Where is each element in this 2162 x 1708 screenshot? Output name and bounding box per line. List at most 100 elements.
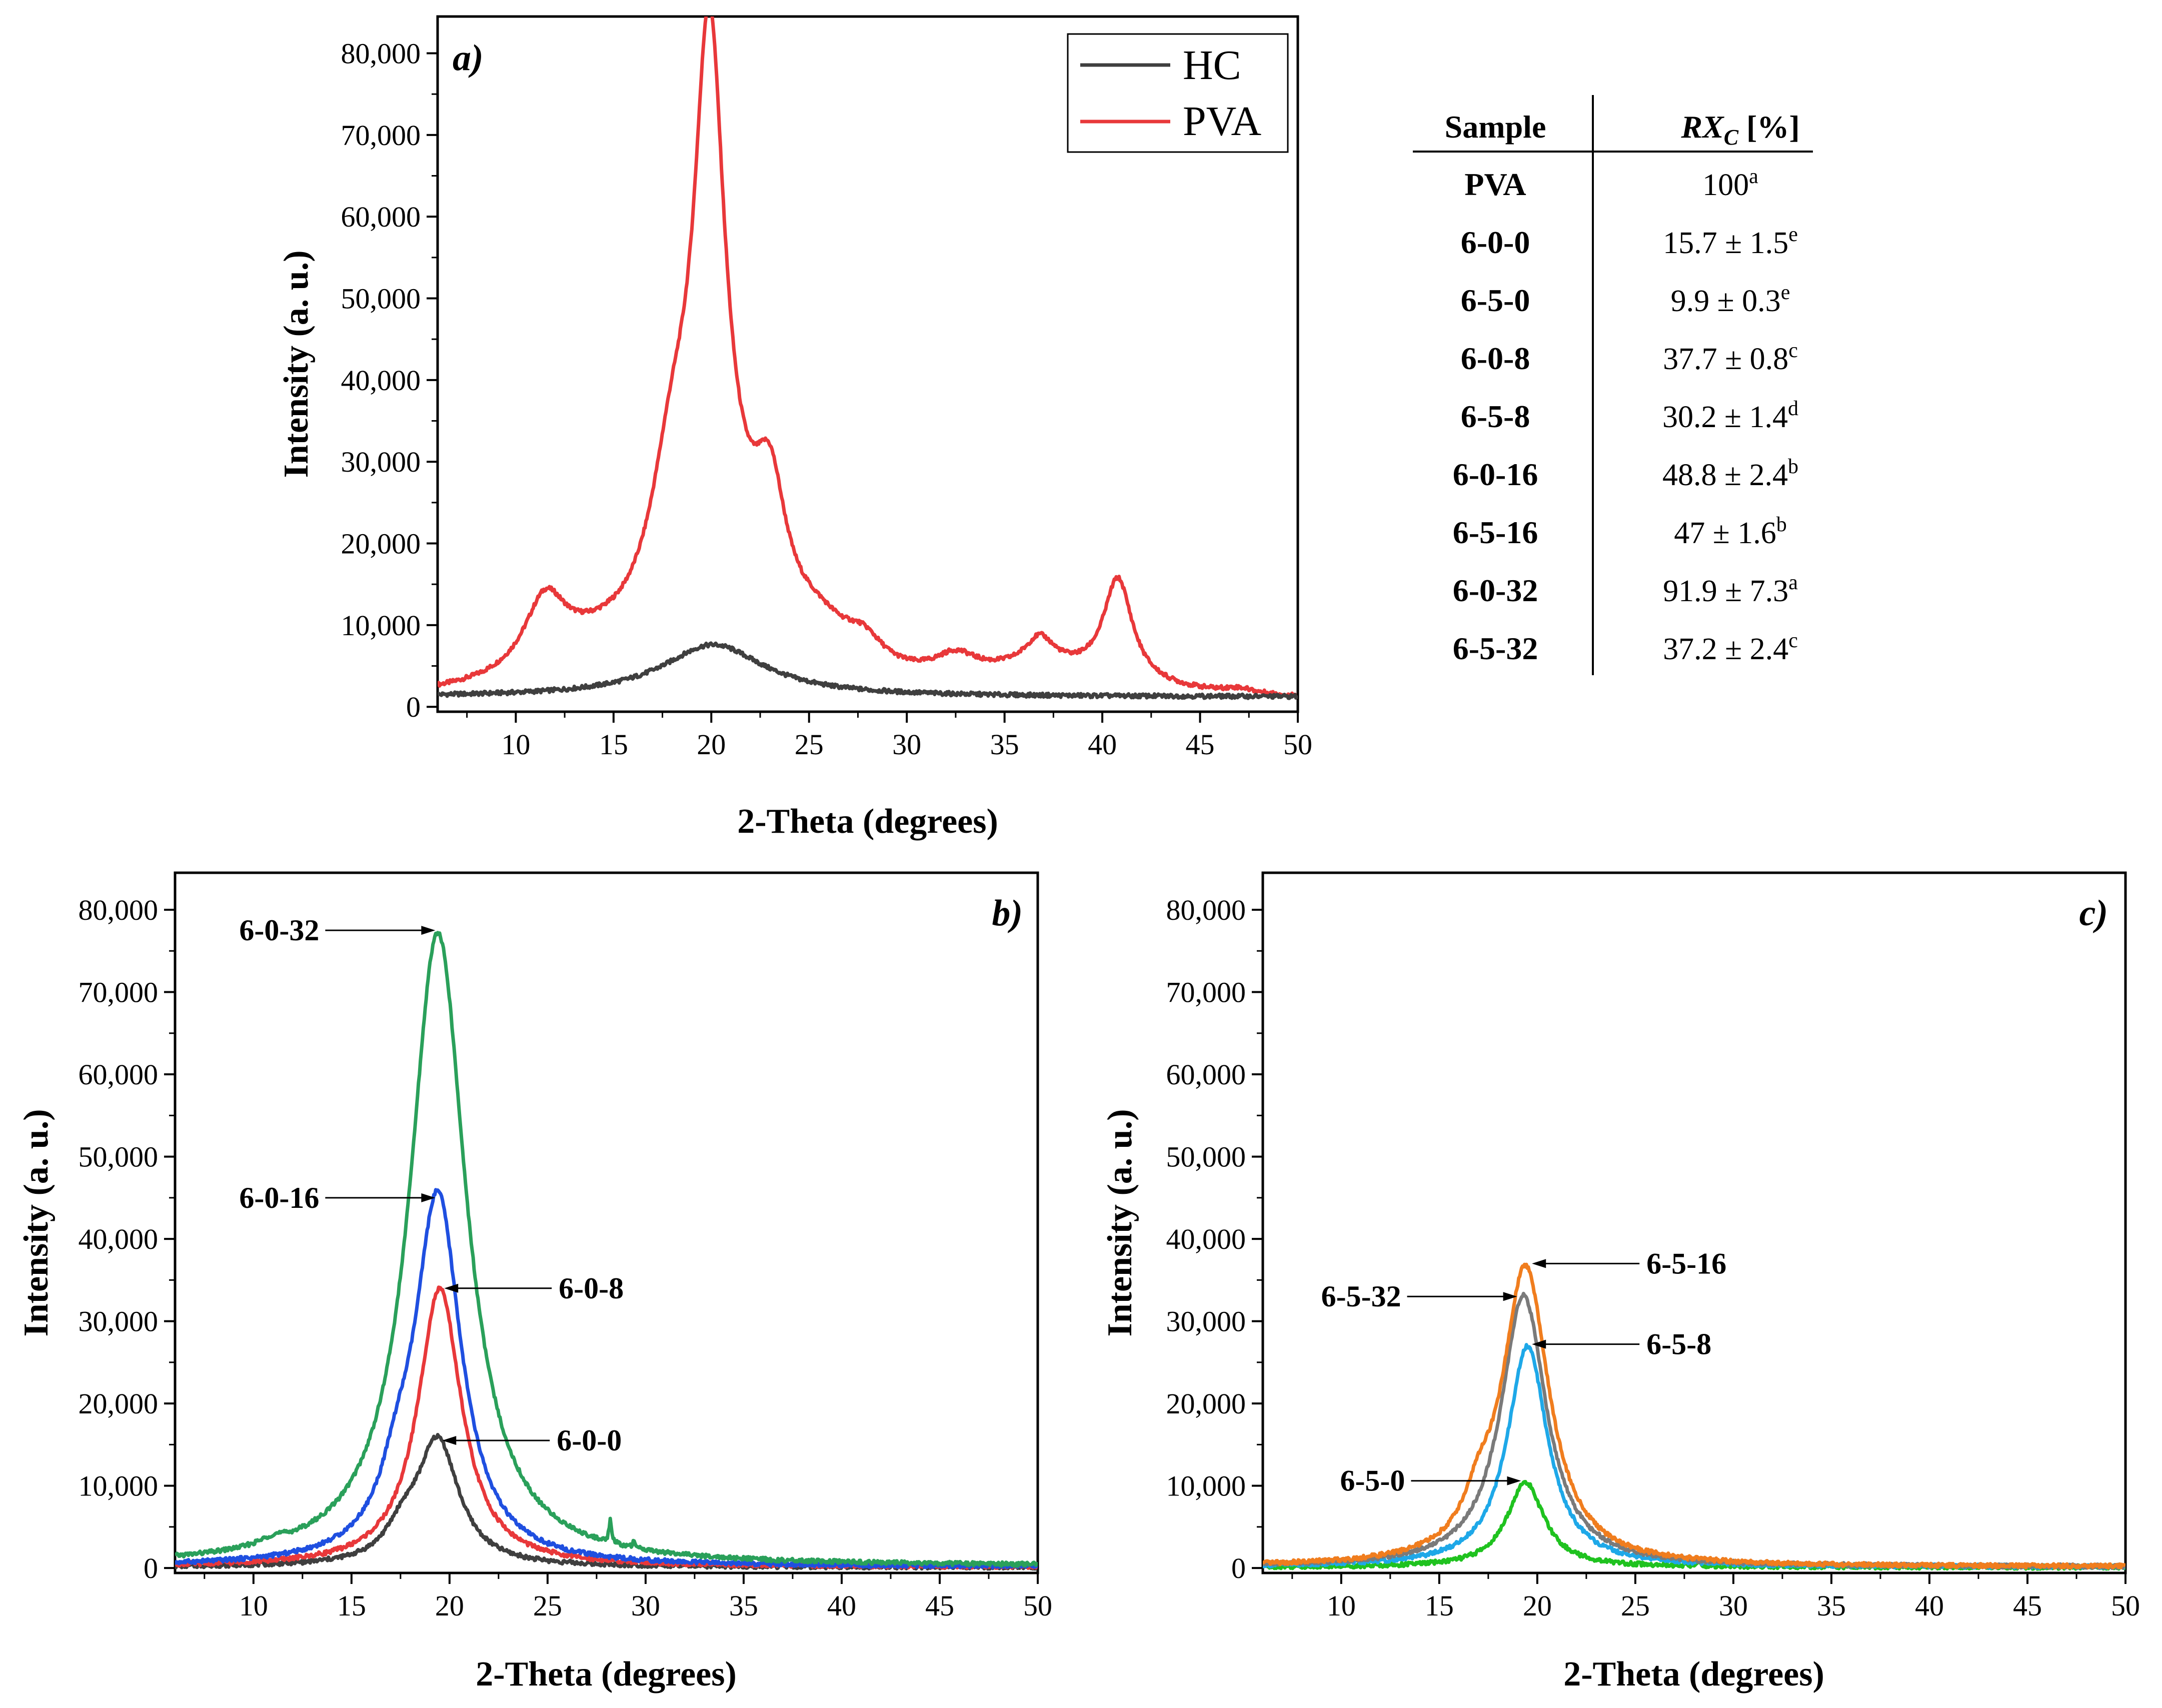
panel-a-ticks: 10 15 20 25 30 35 40 45 50 0 10,000 20,000 30,000 40,… [341, 38, 1313, 761]
y-tick-label: 10,000 [1166, 1470, 1246, 1502]
table-value-number: 37.2 ± 2.4 [1663, 632, 1788, 666]
table-value-number: 30.2 ± 1.4 [1662, 400, 1788, 434]
panel-b-ticks: 10 15 20 25 30 35 40 45 50 0 10,000 20,000 30,000 40,… [79, 894, 1053, 1622]
table-header-unit: [%] [1746, 109, 1800, 145]
annotation-label-6-5-0: 6-5-0 [1340, 1464, 1405, 1497]
table-value-letter: d [1788, 397, 1798, 420]
x-tick-label: 45 [925, 1589, 954, 1622]
x-tick-label: 50 [2111, 1589, 2140, 1622]
table-value-number: 37.7 ± 0.8 [1663, 342, 1788, 376]
x-tick-label: 20 [435, 1589, 464, 1622]
panel-b-x-axis-title: 2-Theta (degrees) [476, 1655, 737, 1693]
table-value-number: 9.9 ± 0.3 [1671, 284, 1781, 318]
y-tick-label: 0 [406, 691, 421, 723]
table-cell-sample: 6-0-16 [1453, 457, 1538, 492]
y-tick-label: 40,000 [1166, 1223, 1246, 1255]
x-tick-label: 15 [599, 728, 628, 761]
panel-c-x-axis-title: 2-Theta (degrees) [1563, 1655, 1824, 1693]
table-value-number: 100 [1702, 168, 1749, 202]
x-tick-label: 35 [729, 1589, 758, 1622]
panel-b-series [175, 931, 1038, 1571]
x-tick-label: 20 [697, 728, 726, 761]
x-tick-label: 35 [990, 728, 1019, 761]
table-cell-value: 48.8 ± 2.4b [1662, 455, 1798, 492]
table-value-number: 47 ± 1.6 [1674, 516, 1776, 550]
table-value-letter: a [1788, 571, 1798, 594]
table-header-rxc: RXC [%] [1680, 109, 1799, 150]
x-tick-label: 25 [795, 728, 824, 761]
annotation-label-6-5-8: 6-5-8 [1646, 1328, 1711, 1361]
table-cell-value: 37.2 ± 2.4c [1663, 629, 1798, 666]
panel-a-x-axis-title: 2-Theta (degrees) [737, 802, 998, 841]
y-tick-label: 0 [1231, 1552, 1246, 1584]
y-tick-label: 10,000 [341, 609, 421, 642]
x-tick-label: 25 [1621, 1589, 1650, 1622]
x-tick-label: 45 [2013, 1589, 2042, 1622]
panel-a-y-axis-title: Intensity (a. u.) [277, 250, 316, 478]
x-tick-label: 25 [533, 1589, 562, 1622]
table-cell-sample: 6-0-8 [1461, 341, 1530, 376]
annotation-label-6-0-8: 6-0-8 [559, 1272, 624, 1305]
annotation-arrow-head [1507, 1476, 1521, 1485]
legend-box [1067, 33, 1289, 153]
table-cell-value: 100a [1702, 165, 1758, 202]
y-tick-label: 70,000 [79, 976, 159, 1009]
table-cell-value: 37.7 ± 0.8c [1663, 339, 1798, 376]
y-tick-label: 50,000 [1166, 1141, 1246, 1173]
table-cell-value: 91.9 ± 7.3a [1663, 571, 1798, 608]
panel-c-ticks: 10 15 20 25 30 35 40 45 50 0 10,000 20,000 30,000 40,… [1166, 894, 2140, 1622]
table-value-letter: e [1788, 223, 1798, 246]
legend-label-hc: HC [1183, 42, 1241, 89]
series-line-6-0-32 [175, 931, 1038, 1568]
x-tick-label: 15 [337, 1589, 366, 1622]
x-tick-label: 50 [1283, 728, 1312, 761]
table-value-number: 15.7 ± 1.5 [1663, 226, 1788, 260]
table-value-letter: c [1788, 629, 1798, 652]
annotation-label-6-5-16: 6-5-16 [1646, 1247, 1726, 1280]
table-value-letter: c [1788, 339, 1798, 362]
panel-b-annotations: 6-0-32 6-0-16 6-0-8 6-0-0 [239, 914, 624, 1457]
y-tick-label: 60,000 [1166, 1058, 1246, 1091]
x-tick-label: 40 [1915, 1589, 1944, 1622]
panel-a-plot-frame [436, 15, 1299, 713]
table-cell-value: 9.9 ± 0.3e [1671, 281, 1790, 318]
table-cell-value: 47 ± 1.6b [1674, 513, 1787, 550]
annotation-label-6-0-16: 6-0-16 [239, 1181, 319, 1214]
annotation-arrow-head [1503, 1292, 1517, 1301]
y-tick-label: 50,000 [79, 1141, 159, 1173]
panel-b-plot-frame [174, 871, 1039, 1574]
panel-a-chart: 10 15 20 25 30 35 40 45 50 0 10,000 20,000 30,000 40,… [277, 15, 1313, 841]
x-tick-label: 40 [1088, 728, 1117, 761]
table-header-rx: RX [1680, 109, 1724, 145]
y-tick-label: 20,000 [341, 528, 421, 560]
y-tick-label: 60,000 [79, 1058, 159, 1091]
x-tick-label: 45 [1186, 728, 1215, 761]
y-tick-label: 80,000 [79, 894, 159, 926]
x-tick-label: 30 [631, 1589, 660, 1622]
y-tick-label: 0 [144, 1552, 158, 1584]
y-tick-label: 30,000 [79, 1305, 159, 1338]
table-value-number: 91.9 ± 7.3 [1663, 574, 1788, 608]
x-tick-label: 30 [892, 728, 921, 761]
table-cell-value: 30.2 ± 1.4d [1662, 397, 1798, 434]
annotation-arrow-head [1532, 1259, 1546, 1268]
y-tick-label: 70,000 [1166, 976, 1246, 1009]
annotation-arrow-head [421, 1193, 436, 1202]
panel-c-series [1263, 1262, 2125, 1571]
table-cell-sample: PVA [1464, 167, 1526, 202]
annotation-arrow-head [442, 1436, 457, 1445]
y-tick-label: 60,000 [341, 201, 421, 233]
x-tick-label: 10 [501, 728, 530, 761]
table-cell-sample: 6-5-8 [1461, 399, 1530, 434]
y-tick-label: 30,000 [1166, 1305, 1246, 1338]
series-line-pva [438, 17, 1298, 699]
series-line-hc [438, 641, 1298, 700]
panel-b-y-axis-title: Intensity (a. u.) [17, 1109, 56, 1336]
annotation-arrow-head [444, 1283, 459, 1293]
x-tick-label: 30 [1719, 1589, 1748, 1622]
y-tick-label: 30,000 [341, 446, 421, 478]
table-header-c: C [1724, 125, 1739, 150]
